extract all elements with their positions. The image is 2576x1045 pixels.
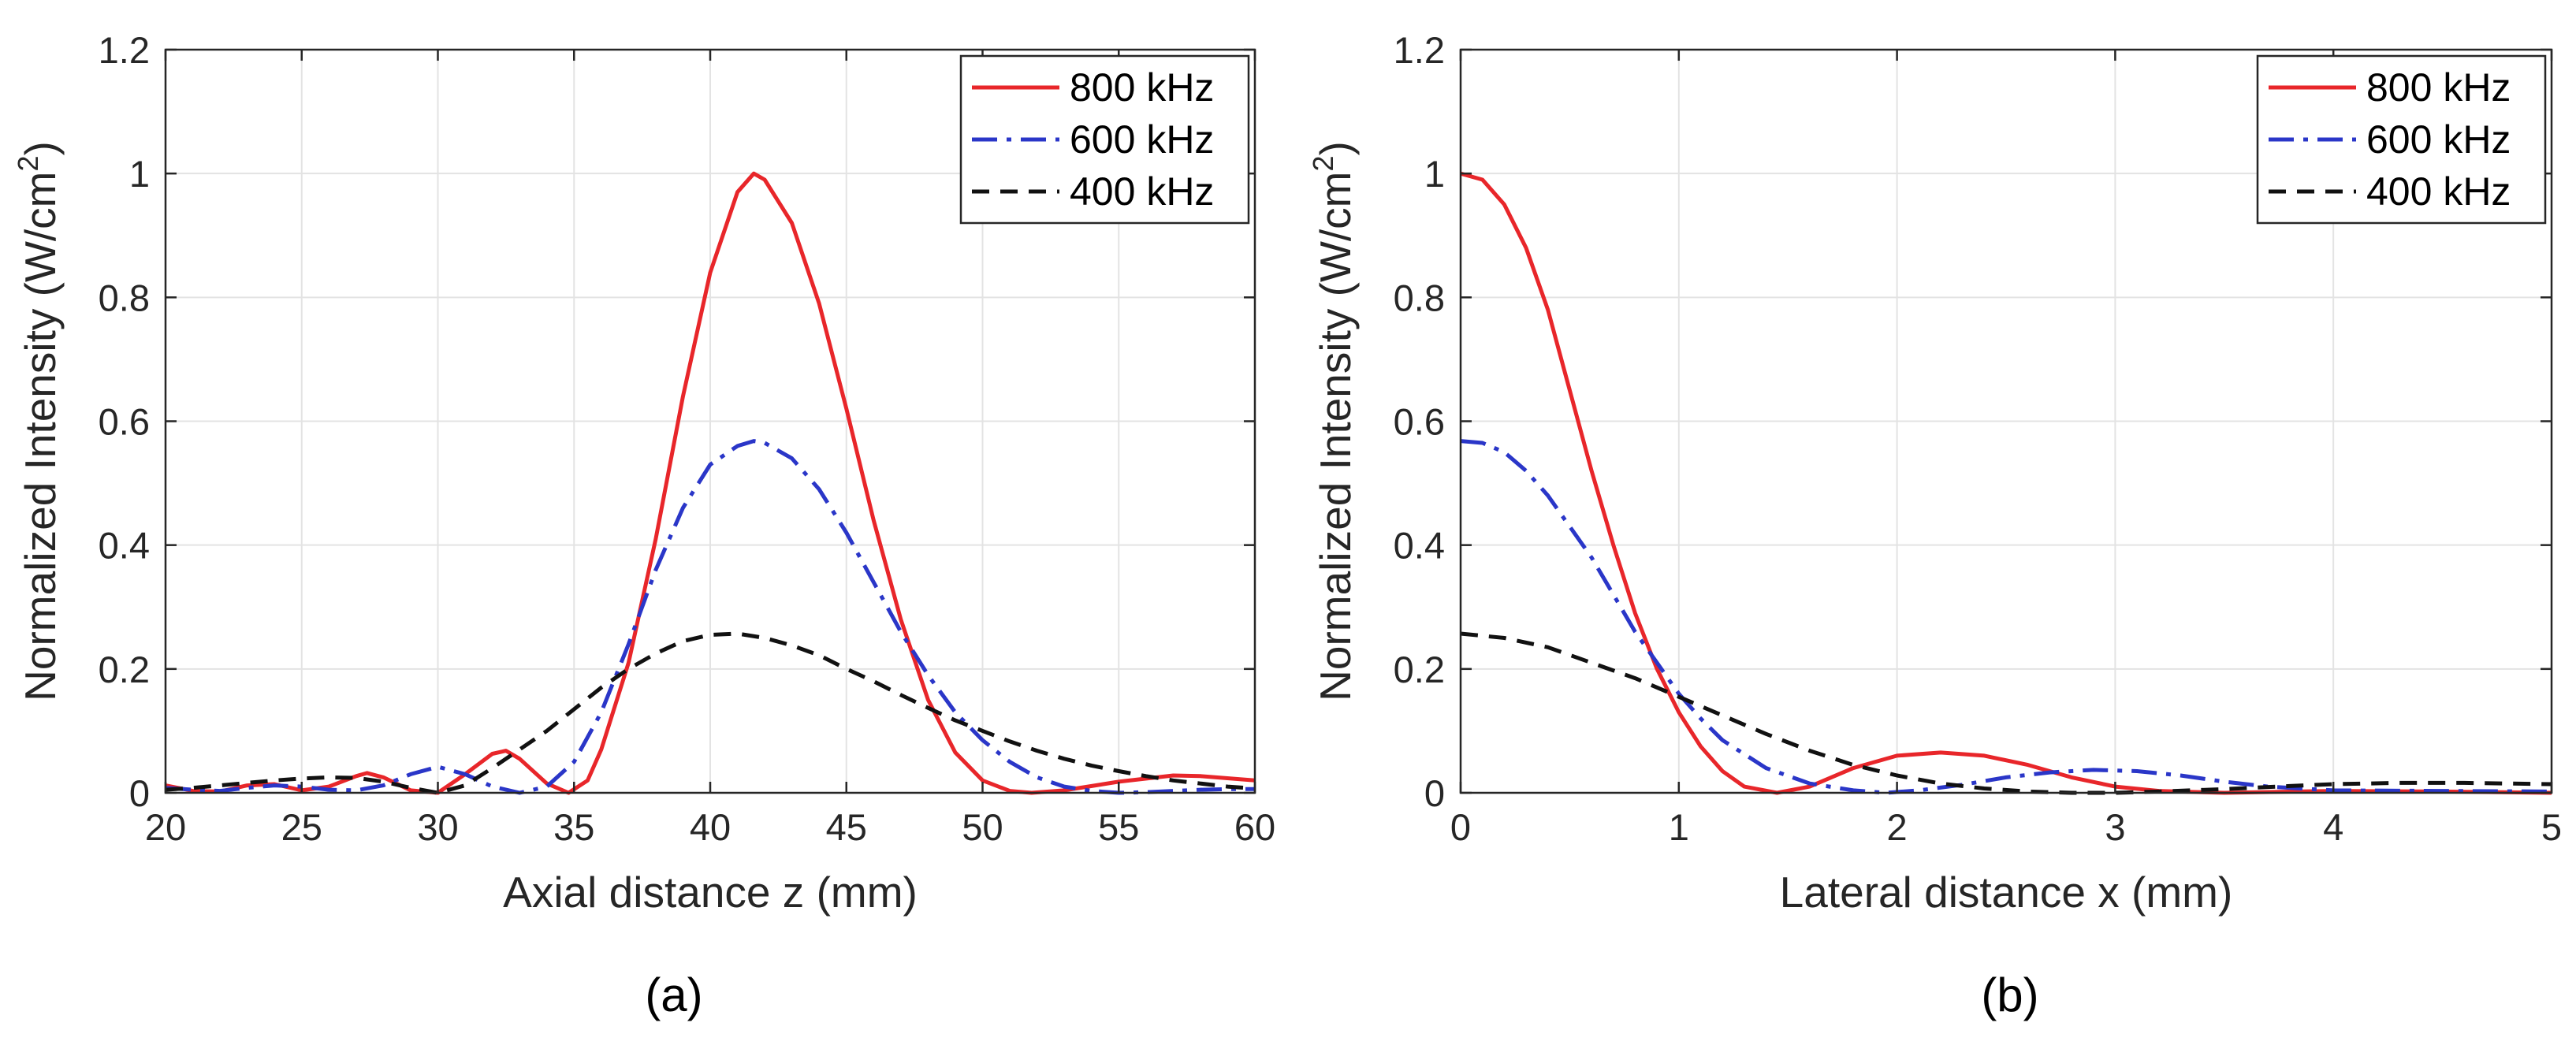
y-axis-label-main: Normalized Intensity (W/cm	[16, 172, 65, 701]
series-line-600-khz	[1460, 439, 2552, 795]
x-tick-label: 20	[145, 806, 186, 848]
y-tick-label: 1	[129, 153, 150, 195]
legend-label: 800 kHz	[1070, 65, 1214, 110]
y-tick-label: 0.6	[1394, 401, 1445, 443]
x-tick-label: 5	[2541, 806, 2562, 848]
y-tick-label: 1	[1424, 153, 1445, 195]
legend-label: 400 kHz	[1070, 169, 1214, 214]
x-tick-label: 2	[1887, 806, 1908, 848]
x-tick-label: 35	[553, 806, 594, 848]
x-tick-label: 45	[826, 806, 867, 848]
y-axis-label-close: )	[16, 141, 65, 155]
panel-label: (a)	[645, 969, 702, 1021]
x-tick-label: 4	[2323, 806, 2343, 848]
panel-label: (b)	[1981, 969, 2038, 1021]
chart-panel-1: 20 25 30 35 40 45 50 55 60 0 0.2 0.4 0.6 0.8 1 1.2 Axial…	[12, 29, 1275, 1021]
y-tick-label: 1.2	[1394, 29, 1445, 71]
y-tick-label: 0.2	[99, 649, 150, 690]
y-tick-label: 0.2	[1394, 649, 1445, 690]
y-tick-label: 0.4	[1394, 525, 1445, 567]
x-tick-label: 30	[417, 806, 458, 848]
legend: 800 kHz 600 kHz 400 kHz	[2256, 54, 2547, 225]
legend-label: 400 kHz	[2366, 169, 2511, 214]
y-axis-label-superscript: 2	[1307, 155, 1339, 171]
x-tick-label: 40	[690, 806, 731, 848]
x-tick-label: 55	[1098, 806, 1139, 848]
series-line-600-khz	[165, 439, 1255, 795]
x-tick-label: 1	[1669, 806, 1689, 848]
x-axis-label: Lateral distance x (mm)	[1780, 868, 2233, 917]
y-tick-label: 0	[129, 772, 150, 814]
y-axis-label-superscript: 2	[12, 155, 44, 171]
y-tick-label: 1.2	[99, 29, 150, 71]
y-tick-label: 0.8	[99, 277, 150, 318]
legend-label: 800 kHz	[2366, 65, 2511, 110]
chart-panel-2: 0 1 2 3 4 5 0 0.2 0.4 0.6 0.8 1 1.2 Lateral distance …	[1307, 29, 2562, 1021]
y-tick-label: 0.8	[1394, 277, 1445, 318]
series-line-400-khz	[165, 631, 1256, 795]
legend-label: 600 kHz	[2366, 117, 2511, 162]
x-axis-label: Axial distance z (mm)	[503, 868, 918, 917]
y-tick-label: 0.6	[99, 401, 150, 443]
x-tick-label: 60	[1234, 806, 1275, 848]
x-tick-label: 25	[281, 806, 322, 848]
y-axis-label: Normalized Intensity (W/cm2)	[1307, 141, 1360, 701]
x-tick-label: 50	[962, 806, 1003, 848]
y-axis-label: Normalized Intensity (W/cm2)	[12, 141, 65, 701]
y-tick-label: 0	[1424, 772, 1445, 814]
x-tick-label: 3	[2105, 806, 2125, 848]
legend: 800 kHz 600 kHz 400 kHz	[959, 54, 1250, 225]
legend-label: 600 kHz	[1070, 117, 1214, 162]
series-line-800-khz	[1460, 171, 2552, 795]
y-axis-label-close: )	[1311, 141, 1360, 155]
y-tick-label: 0.4	[99, 525, 150, 567]
x-tick-label: 0	[1450, 806, 1471, 848]
y-axis-label-main: Normalized Intensity (W/cm	[1311, 172, 1360, 701]
